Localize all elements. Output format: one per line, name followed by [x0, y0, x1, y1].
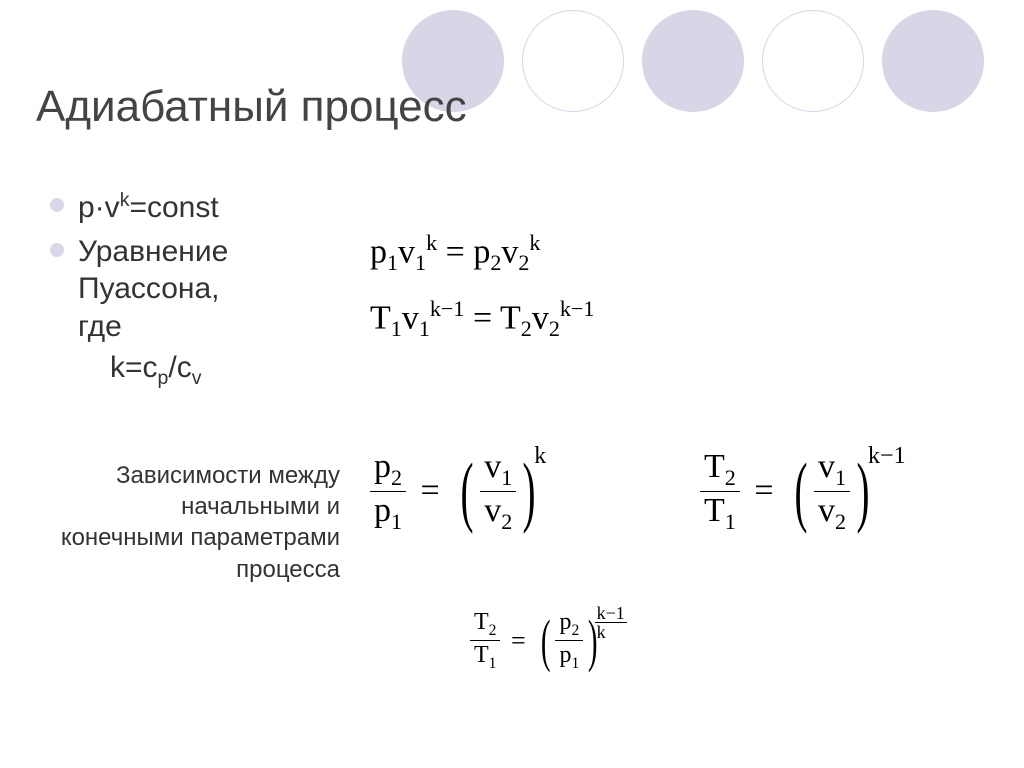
page-title: Адиабатный процесс [36, 82, 467, 132]
equation-tv: T1v1k−1 = T2v2k−1 [370, 296, 594, 342]
ratio-pv: p2p1 = (v1v2)k [370, 450, 546, 533]
ratio-tp: T2T1 = (p2p1)k−1k [470, 610, 627, 672]
bullet-item-1: p·vk=const [50, 188, 350, 227]
bullet-text-2: Уравнение Пуассона, где [78, 233, 228, 346]
bullet-icon [50, 243, 64, 257]
bullet-list: p·vk=const Уравнение Пуассона, где k=cp/… [50, 188, 350, 390]
decor-circle [642, 10, 744, 112]
bullet-text-1: p·vk=const [78, 188, 219, 227]
decor-circle [522, 10, 624, 112]
ratio-tv: T2T1 = (v1v2)k−1 [700, 450, 906, 533]
bullet-item-2: Уравнение Пуассона, где [50, 233, 350, 346]
decor-circle [762, 10, 864, 112]
description-text: Зависимости между начальными и конечными… [60, 460, 340, 585]
decorative-circles [402, 10, 984, 112]
equation-pv: p1v1k = p2v2k [370, 230, 540, 276]
decor-circle [882, 10, 984, 112]
bullet-icon [50, 198, 64, 212]
k-definition: k=cp/cv [110, 351, 350, 390]
